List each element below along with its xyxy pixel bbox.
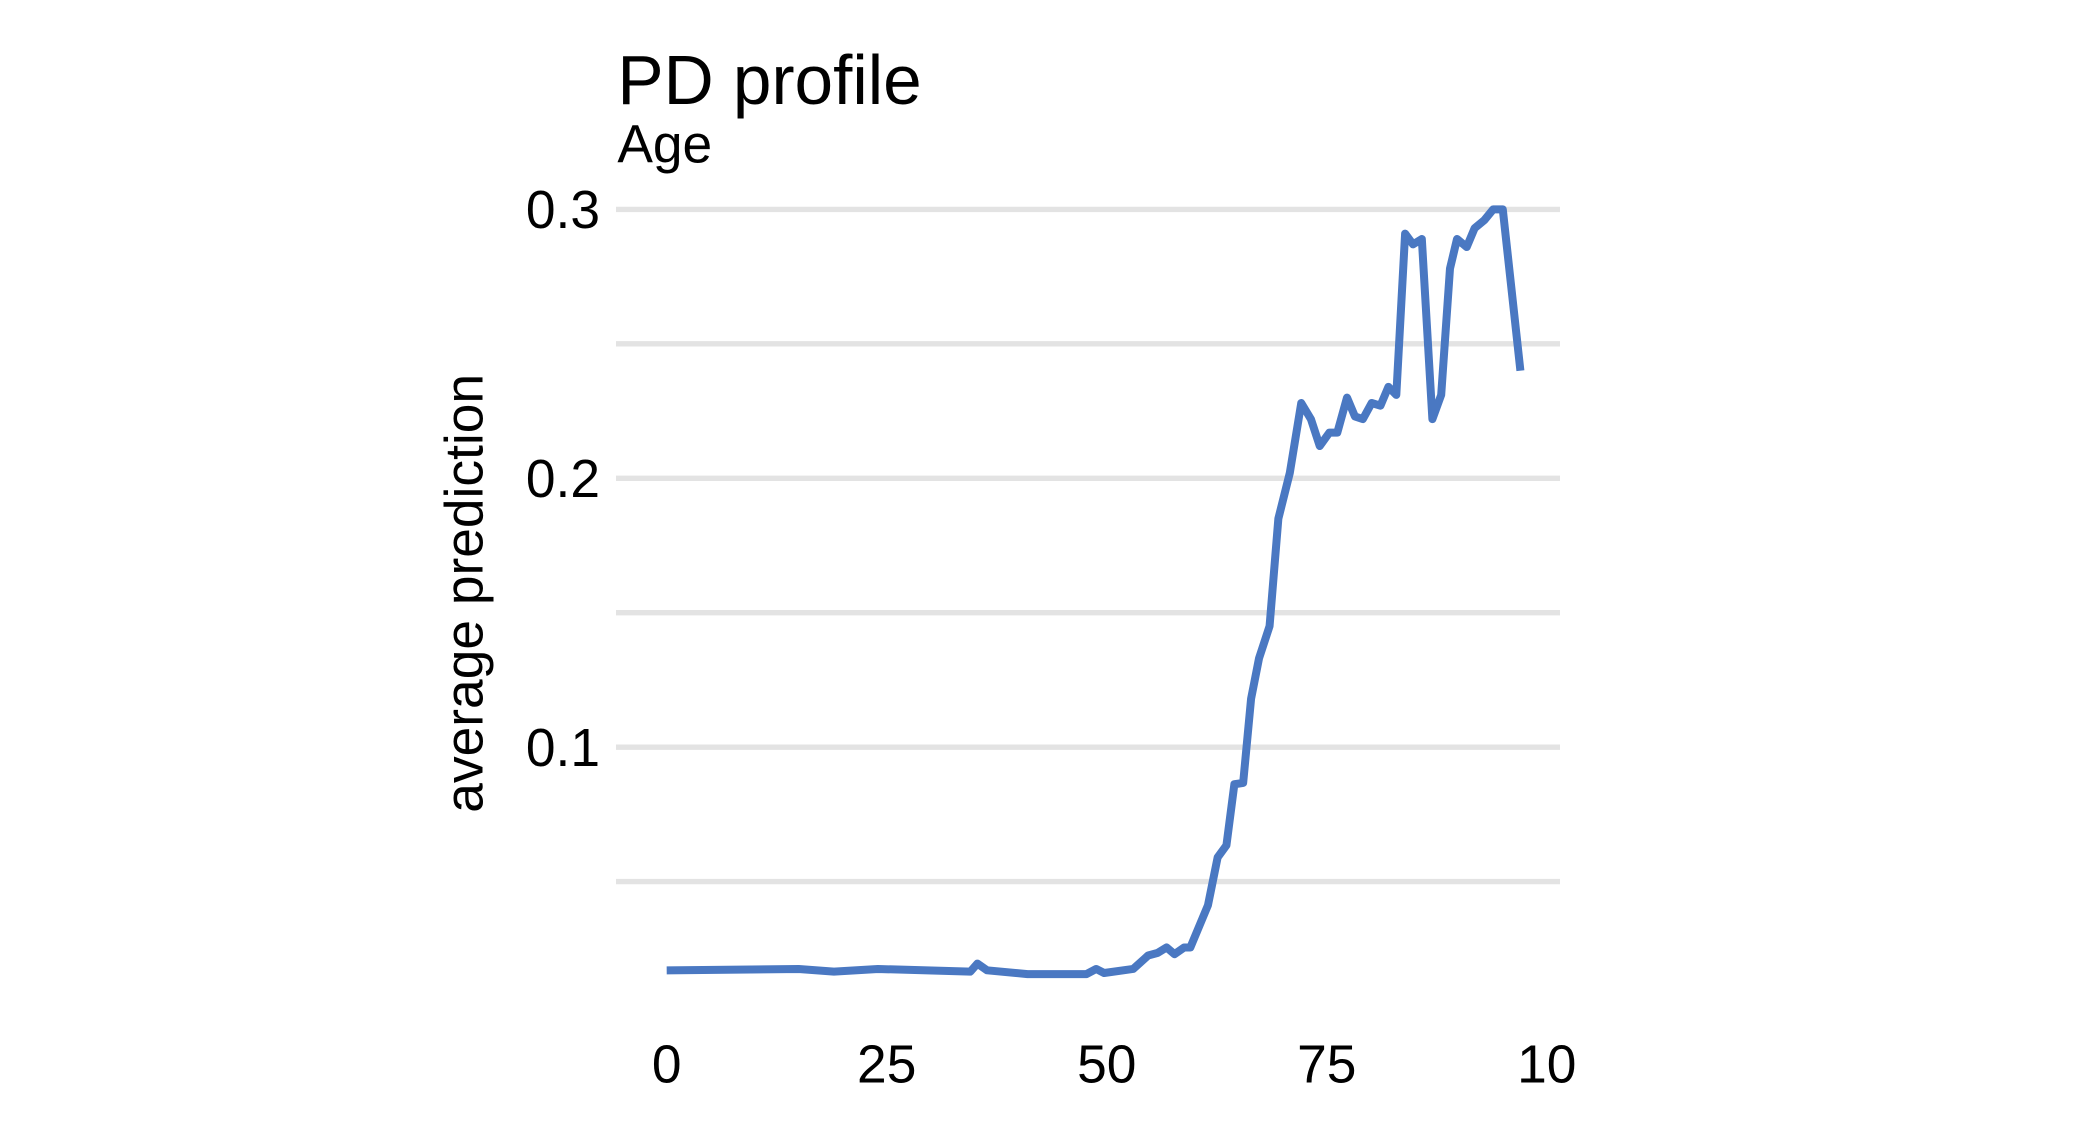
line-series <box>666 205 1525 979</box>
y-axis-label: average prediction <box>436 374 495 813</box>
y-tick-label: 0.3 <box>526 181 600 240</box>
chart-subtitle: Age <box>617 116 712 175</box>
x-tick-label: 25 <box>857 1036 916 1095</box>
x-tick-label: 0 <box>652 1036 682 1095</box>
chart-title: PD profile <box>617 41 921 119</box>
y-tick-label: 0.2 <box>526 450 600 509</box>
grid <box>616 206 1560 885</box>
x-tick-label: 50 <box>1077 1036 1136 1095</box>
x-tick-label: 10 <box>1517 1036 1576 1095</box>
y-tick-label: 0.1 <box>526 719 600 778</box>
x-tick-label: 75 <box>1297 1036 1356 1095</box>
